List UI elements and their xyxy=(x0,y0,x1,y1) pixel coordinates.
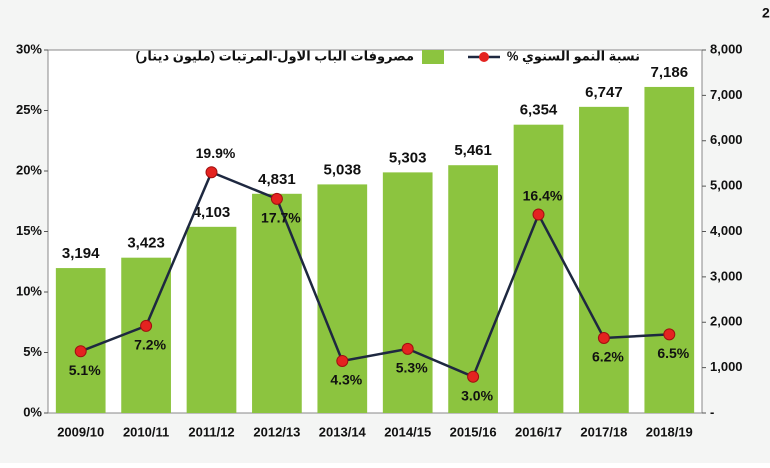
line-marker xyxy=(532,208,545,221)
x-tick-label: 2017/18 xyxy=(580,424,627,439)
line-marker xyxy=(336,354,349,367)
bar xyxy=(513,124,564,413)
x-tick-label: 2018/19 xyxy=(646,424,693,439)
x-tick-label: 2013/14 xyxy=(319,424,367,439)
y2-tick-label: 5,000 xyxy=(710,178,743,193)
line-marker xyxy=(205,166,218,179)
bar xyxy=(186,226,237,413)
line-marker xyxy=(663,328,676,341)
bar xyxy=(252,193,302,413)
x-tick-label: 2012/13 xyxy=(253,424,300,439)
bar-value-label: 3,194 xyxy=(62,245,100,262)
y2-tick-label: 6,000 xyxy=(710,132,743,147)
line-value-label: 5.3% xyxy=(396,360,428,376)
y2-tick-label: 4,000 xyxy=(710,223,743,238)
y2-tick-label: 7,000 xyxy=(710,87,743,102)
y-tick-label: 15% xyxy=(16,223,42,238)
bar-value-label: 3,423 xyxy=(127,235,165,252)
bar xyxy=(579,106,629,414)
line-value-label: 16.4% xyxy=(523,187,563,203)
bar-value-label: 5,038 xyxy=(324,161,362,178)
bar xyxy=(382,172,433,413)
bar-value-label: 5,461 xyxy=(454,142,492,159)
line-value-label: 19.9% xyxy=(196,145,236,161)
y-tick-label: 30% xyxy=(16,41,42,56)
y2-tick-label: 1,000 xyxy=(710,359,743,374)
bar-value-label: 4,103 xyxy=(193,204,231,221)
y-tick-label: 25% xyxy=(16,102,42,117)
y-tick-label: 5% xyxy=(23,344,42,359)
legend-marker xyxy=(479,52,489,62)
legend-label: نسبة النمو السنوي % xyxy=(507,48,640,63)
bar-value-label: 4,831 xyxy=(258,171,296,188)
y-tick-label: 20% xyxy=(16,162,42,177)
line-value-label: 4.3% xyxy=(330,372,362,388)
bar-value-label: 5,303 xyxy=(389,149,427,166)
bar-value-label: 6,747 xyxy=(585,84,623,101)
y-tick-label: 0% xyxy=(23,404,42,419)
y2-tick-label: 2,000 xyxy=(710,314,743,329)
y2-tick-label: - xyxy=(710,404,714,419)
legend-label: مصروفات الباب الاول-المرتبات (مليون دينا… xyxy=(136,48,414,63)
line-marker xyxy=(74,345,87,358)
bar xyxy=(121,257,171,413)
y2-tick-label: 8,000 xyxy=(710,41,743,56)
line-marker xyxy=(401,342,414,355)
line-marker xyxy=(467,370,480,383)
bar-value-label: 6,354 xyxy=(520,102,558,119)
line-marker xyxy=(597,331,610,344)
x-tick-label: 2015/16 xyxy=(450,424,497,439)
line-marker xyxy=(140,319,153,332)
line-value-label: 7.2% xyxy=(134,337,166,353)
bar-value-label: 7,186 xyxy=(651,64,689,81)
bar xyxy=(55,268,106,413)
line-value-label: 6.5% xyxy=(657,345,689,361)
line-marker xyxy=(270,192,283,205)
line xyxy=(80,170,670,379)
bar xyxy=(317,184,368,413)
bar xyxy=(644,86,695,414)
line-value-label: 5.1% xyxy=(69,362,101,378)
x-tick-label: 2016/17 xyxy=(515,424,562,439)
line-value-label: 3.0% xyxy=(461,387,493,403)
y2-tick-label: 3,000 xyxy=(710,268,743,283)
x-tick-label: 2010/11 xyxy=(123,424,169,439)
line-value-label: 17.7% xyxy=(261,210,301,226)
chart-title: تطور مرتبات العاملين في القطاع الحكومي ف… xyxy=(762,5,770,22)
line-value-label: 6.2% xyxy=(592,349,624,365)
x-tick-label: 2011/12 xyxy=(188,424,234,439)
x-tick-label: 2014/15 xyxy=(384,424,431,439)
legend-swatch xyxy=(422,50,444,64)
x-tick-label: 2009/10 xyxy=(57,424,104,439)
y-tick-label: 10% xyxy=(16,283,42,298)
